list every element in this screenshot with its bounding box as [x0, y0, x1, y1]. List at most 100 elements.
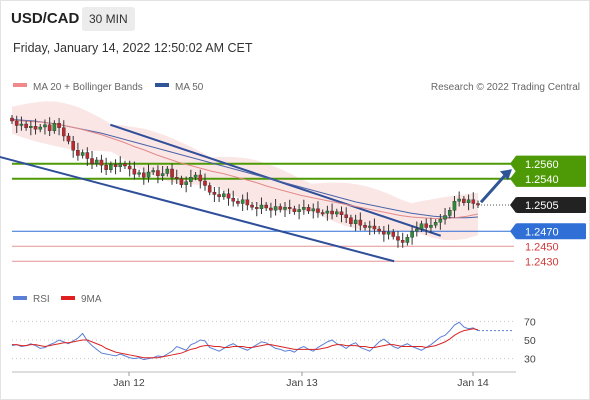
- candle-body: [80, 152, 85, 156]
- forecast-arrow: [479, 173, 508, 204]
- copyright-text: Research © 2022 Trading Central: [431, 82, 580, 93]
- candle-body: [113, 164, 118, 167]
- rsi-ma9-line: [12, 328, 479, 359]
- candle-body: [334, 211, 339, 215]
- candle-body: [203, 180, 207, 186]
- candle-body: [476, 203, 480, 206]
- candle-body: [438, 219, 443, 223]
- candle-body: [151, 170, 156, 173]
- candle-body: [52, 123, 57, 131]
- candle-body: [38, 126, 43, 130]
- candle-body: [419, 223, 424, 230]
- x-tick-label: Jan 13: [286, 377, 318, 389]
- price-layer: 1.25601.25401.25051.24701.24501.24301.25…: [0, 101, 586, 268]
- candle-body: [391, 231, 396, 237]
- candle-body: [358, 219, 363, 226]
- candle-body: [245, 199, 250, 206]
- candle-body: [330, 210, 334, 215]
- candle-body: [363, 225, 367, 228]
- forecast-arrowhead: [500, 169, 512, 181]
- level-label-1.2430: 1.2430: [525, 256, 559, 268]
- candle-body: [259, 204, 264, 209]
- candle-body: [254, 207, 259, 209]
- candle-body: [367, 225, 372, 228]
- candle-body: [76, 150, 80, 156]
- candle-body: [452, 201, 457, 211]
- candle-body: [90, 158, 94, 164]
- candle-body: [405, 237, 410, 243]
- candle-body: [377, 228, 381, 232]
- candle-body: [24, 123, 28, 128]
- last-price-label: 1.2505: [525, 200, 559, 212]
- level-tag-1.2470: [516, 223, 586, 240]
- candle-body: [400, 240, 405, 243]
- candle-body: [462, 198, 466, 203]
- candle-body: [250, 204, 254, 208]
- rsi-legend-label: RSI: [33, 294, 50, 305]
- level-tag-arrow-1.2470: [510, 223, 516, 240]
- candle-body: [292, 208, 297, 212]
- level-label-1.2450: 1.2450: [525, 241, 559, 253]
- candle-body: [226, 193, 231, 199]
- candle-body: [396, 236, 400, 241]
- candle-body: [57, 123, 61, 128]
- rsi-legend-swatch: [13, 296, 27, 300]
- candle-body: [372, 225, 377, 230]
- candle-body: [344, 214, 349, 218]
- rsi-tick-50: 50: [524, 335, 536, 347]
- candle-body: [61, 127, 66, 137]
- rsi-tick-70: 70: [524, 316, 536, 328]
- candle-body: [386, 231, 391, 235]
- candle-body: [443, 215, 447, 220]
- candle-body: [447, 210, 452, 216]
- candle-body: [104, 165, 108, 170]
- rsi-line: [11, 321, 479, 361]
- candle-body: [19, 123, 24, 126]
- candle-body: [283, 207, 287, 210]
- candle-body: [174, 177, 179, 179]
- symbol-label: USD/CAD: [11, 10, 80, 27]
- ma50-line: [11, 119, 479, 219]
- candle-body: [217, 194, 221, 197]
- candle-body: [94, 159, 99, 164]
- candle-body: [349, 217, 353, 224]
- candle-body: [47, 124, 52, 131]
- datetime-label: Friday, January 14, 2022 12:50:02 AM CET: [13, 41, 253, 55]
- last-price-tag: [516, 197, 586, 213]
- candle-body: [240, 199, 245, 204]
- candle-body: [410, 231, 414, 238]
- candle-body: [287, 207, 292, 209]
- last-price-tag-arrow: [510, 197, 516, 213]
- candle-body: [141, 172, 146, 178]
- candle-body: [193, 174, 198, 178]
- candle-body: [297, 209, 301, 212]
- candle-body: [433, 222, 438, 226]
- candle-body: [10, 117, 14, 122]
- candle-body: [207, 185, 212, 193]
- candle-body: [33, 126, 38, 130]
- ma50-legend-swatch: [155, 83, 169, 87]
- candle-body: [132, 168, 137, 175]
- candle-body: [99, 159, 104, 166]
- candle-body: [339, 211, 344, 215]
- candle-body: [71, 141, 75, 151]
- candle-body: [429, 225, 433, 228]
- candle-body: [316, 208, 320, 213]
- candle-body: [66, 135, 71, 142]
- ma20-line: [11, 119, 479, 219]
- candle-body: [170, 168, 174, 178]
- candle-body: [415, 228, 419, 232]
- candle-body: [424, 223, 429, 228]
- candle-body: [212, 192, 217, 195]
- candle-body: [278, 206, 283, 210]
- timeframe-badge[interactable]: 30 MIN: [82, 7, 135, 31]
- candle-body: [466, 199, 471, 203]
- rsi-tick-30: 30: [524, 354, 536, 366]
- level-tag-arrow-1.2560: [510, 155, 516, 172]
- x-tick-label: Jan 12: [113, 377, 145, 389]
- candle-body: [471, 199, 476, 204]
- candle-body: [137, 172, 141, 175]
- candle-body: [165, 168, 170, 174]
- level-label-second: 1.2540: [525, 174, 559, 186]
- x-tick-label: Jan 14: [457, 377, 489, 389]
